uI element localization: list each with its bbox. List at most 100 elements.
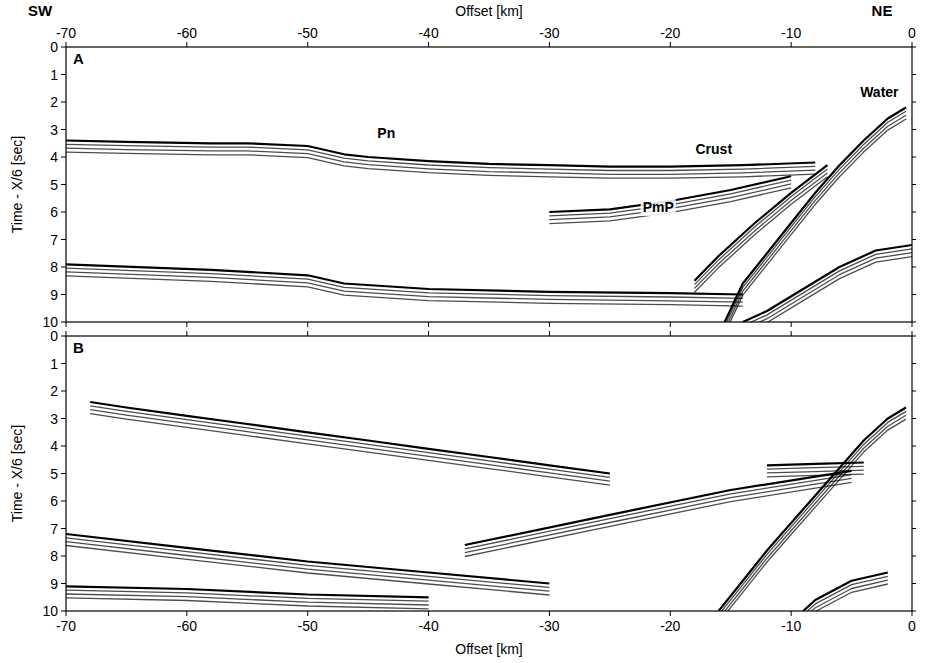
x-tick — [307, 611, 308, 616]
y-tick — [912, 184, 916, 185]
phase-arrival — [66, 141, 815, 167]
y-tick-label: 4 — [50, 438, 58, 454]
x-tick — [186, 42, 187, 47]
label-patch — [641, 198, 676, 216]
y-tick — [61, 473, 66, 474]
x-tick — [186, 611, 187, 616]
y-tick — [61, 501, 66, 502]
wavelet-ringing — [549, 184, 791, 220]
y-tick-label: 10 — [42, 603, 58, 619]
y-tick-label: 7 — [50, 521, 58, 537]
y-tick — [61, 129, 66, 130]
frame — [66, 336, 912, 611]
wavelet-ringing — [767, 466, 864, 469]
plot-area — [66, 108, 912, 323]
x-tick — [912, 331, 913, 336]
y-tick — [61, 363, 66, 364]
y-tick-label: 6 — [50, 204, 58, 220]
wavelet-ringing — [66, 598, 429, 609]
wavelet-ringing — [90, 414, 610, 486]
panel: -70-60-50-40-30-20-100Offset [km]0123456… — [9, 3, 916, 334]
wavelet-ringing — [725, 115, 906, 322]
y-tick — [61, 418, 66, 419]
direction-label: SW — [28, 2, 53, 19]
wavelet-ringing — [695, 177, 828, 292]
y-tick — [61, 336, 66, 337]
y-tick — [912, 391, 916, 392]
y-tick-label: 2 — [50, 94, 58, 110]
y-tick — [912, 473, 916, 474]
x-tick-label: -40 — [418, 618, 438, 634]
x-tick — [549, 331, 550, 336]
wavelet-ringing — [549, 188, 791, 224]
x-tick — [428, 611, 429, 616]
figure: SWNE-70-60-50-40-30-20-100Offset [km]012… — [0, 0, 926, 663]
y-axis-title: Time - X/6 [sec] — [9, 425, 25, 523]
x-tick — [66, 322, 67, 327]
wavelet-ringing — [719, 415, 906, 611]
phase-label: PmP — [643, 199, 674, 215]
phase-arrival — [767, 463, 864, 466]
wavelet-ringing — [725, 111, 906, 322]
x-tick — [670, 331, 671, 336]
x-tick-label: -20 — [660, 25, 680, 41]
y-tick-label: 6 — [50, 493, 58, 509]
label-patch — [858, 83, 901, 101]
x-tick — [791, 322, 792, 327]
y-tick — [912, 294, 916, 295]
wavelet-ringing — [549, 180, 791, 216]
y-tick — [912, 212, 916, 213]
x-tick — [912, 322, 913, 327]
y-tick — [912, 74, 916, 75]
y-tick — [61, 391, 66, 392]
wavelet-ringing — [719, 419, 906, 611]
frame — [66, 47, 912, 322]
y-tick — [61, 184, 66, 185]
panel: -70-60-50-40-30-20-100Offset [km]0123456… — [9, 328, 916, 657]
y-tick — [912, 501, 916, 502]
y-tick — [61, 267, 66, 268]
x-tick — [186, 331, 187, 336]
y-tick — [61, 239, 66, 240]
phase-label: Crust — [696, 141, 733, 157]
y-tick — [912, 239, 916, 240]
y-tick-label: 8 — [50, 259, 58, 275]
x-tick-label: -10 — [781, 618, 801, 634]
y-tick — [61, 212, 66, 213]
y-tick — [912, 102, 916, 103]
y-tick — [61, 47, 66, 48]
y-tick — [61, 446, 66, 447]
y-tick-label: 0 — [50, 328, 58, 344]
y-tick — [61, 74, 66, 75]
y-tick — [61, 102, 66, 103]
y-tick-label: 9 — [50, 576, 58, 592]
y-tick — [912, 47, 916, 48]
x-tick-label: 0 — [908, 25, 916, 41]
x-tick — [307, 322, 308, 327]
y-axis-title: Time - X/6 [sec] — [9, 136, 25, 234]
y-tick-label: 1 — [50, 67, 58, 83]
wavelet-ringing — [803, 576, 888, 611]
x-tick-label: -70 — [56, 25, 76, 41]
y-tick — [61, 556, 66, 557]
x-tick-label: -50 — [298, 618, 318, 634]
x-tick-label: -20 — [660, 618, 680, 634]
x-tick — [912, 611, 913, 616]
x-tick — [791, 611, 792, 616]
wavelet-ringing — [803, 584, 888, 611]
y-tick — [912, 129, 916, 130]
y-tick-label: 3 — [50, 122, 58, 138]
y-tick — [912, 446, 916, 447]
x-tick-label: 0 — [908, 618, 916, 634]
phase-arrival — [90, 402, 610, 474]
x-tick — [66, 42, 67, 47]
label-patch — [375, 124, 397, 142]
wavelet-ringing — [725, 119, 906, 322]
y-tick — [912, 336, 916, 337]
y-tick-label: 3 — [50, 411, 58, 427]
x-tick-label: -10 — [781, 25, 801, 41]
phase-label: Water — [860, 84, 899, 100]
wavelet-ringing — [66, 542, 549, 592]
x-tick-label: -30 — [539, 25, 559, 41]
x-tick-label: -30 — [539, 618, 559, 634]
